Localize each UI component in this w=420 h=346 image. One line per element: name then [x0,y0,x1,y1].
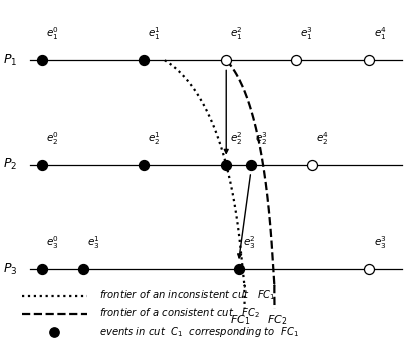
Point [223,57,230,63]
Point [247,162,254,167]
Text: $e_2^3$: $e_2^3$ [255,130,268,147]
Point [366,267,373,272]
Text: $e_1^1$: $e_1^1$ [148,26,161,42]
Text: $FC_2$: $FC_2$ [267,313,288,327]
Text: $e_1^0$: $e_1^0$ [46,26,59,42]
Text: $e_2^1$: $e_2^1$ [148,130,161,147]
Text: $P_3$: $P_3$ [3,262,18,277]
Text: $P_1$: $P_1$ [3,53,18,68]
Text: $e_3^1$: $e_3^1$ [87,235,100,252]
Text: $\it{frontier\ of\ a\ consistent\ cut}\ \ \ FC_2$: $\it{frontier\ of\ a\ consistent\ cut}\ … [100,307,260,320]
Text: $FC_1$: $FC_1$ [230,313,251,327]
Text: $e_3^0$: $e_3^0$ [46,235,59,252]
Point [80,267,87,272]
Text: $e_1^4$: $e_1^4$ [373,26,387,42]
Point [292,57,299,63]
Text: $P_2$: $P_2$ [3,157,18,172]
Text: $e_3^3$: $e_3^3$ [373,235,386,252]
Text: $e_2^0$: $e_2^0$ [46,130,59,147]
Point [309,162,315,167]
Text: $e_2^4$: $e_2^4$ [316,130,329,147]
Text: $e_1^3$: $e_1^3$ [300,26,313,42]
Point [141,57,148,63]
Text: $\it{events\ in\ cut}\ \ C_1\ \ \it{corresponding\ to}\ \ FC_1$: $\it{events\ in\ cut}\ \ C_1\ \ \it{corr… [100,325,299,338]
Text: $e_2^2$: $e_2^2$ [230,130,243,147]
Text: $\it{frontier\ of\ an\ inconsistent\ cut}\ \ \ FC_1$: $\it{frontier\ of\ an\ inconsistent\ cut… [100,289,276,302]
Point [235,267,242,272]
Point [141,162,148,167]
Point [51,329,58,334]
Text: $e_1^2$: $e_1^2$ [230,26,243,42]
Point [39,162,45,167]
Point [39,267,45,272]
Point [223,162,230,167]
Text: $e_3^2$: $e_3^2$ [243,235,255,252]
Point [39,57,45,63]
Point [366,57,373,63]
